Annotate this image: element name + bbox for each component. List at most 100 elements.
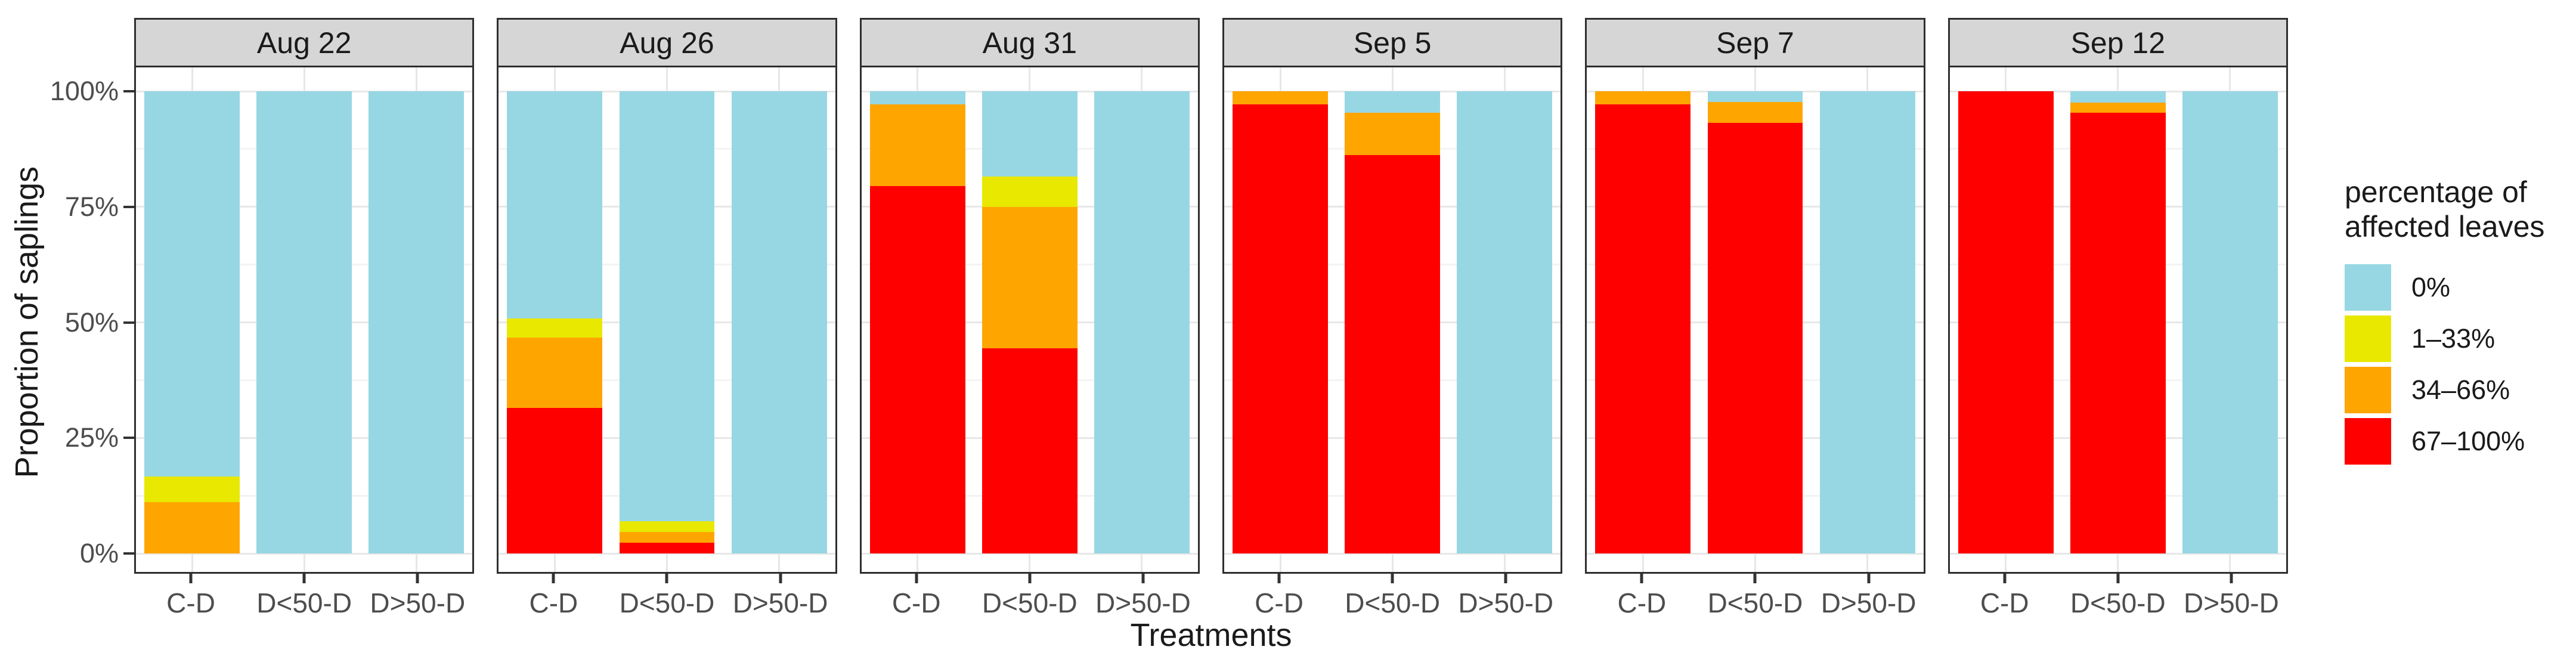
x-tick-mark (2116, 574, 2120, 583)
legend-label-1-33: 1–33% (2411, 323, 2496, 354)
bar-slots (1224, 91, 1561, 553)
gridline-major (1587, 552, 1924, 555)
y-tick-mark (123, 321, 134, 324)
x-slot-c-d: C-D (1222, 574, 1336, 620)
bar-slot-c-d (1587, 91, 1699, 553)
facet-panel (1222, 66, 1563, 574)
bar-segment-1-33 (619, 521, 715, 533)
bar-region (1224, 90, 1561, 555)
bar-segment-67-100 (2070, 113, 2166, 553)
bar-slot-d-50-d (1086, 91, 1198, 553)
legend-item-67-100: 67–100% (2345, 418, 2575, 465)
bar-slot-d-50-d (1699, 91, 1811, 553)
bar-aug-22-c-d (144, 91, 240, 553)
bar-slot-d-50-d (1336, 91, 1448, 553)
x-tick-mark (1504, 574, 1507, 583)
x-tick-label-d-50-d: D>50-D (2184, 587, 2279, 618)
bar-segment-34-66 (1595, 91, 1691, 104)
bar-region (861, 90, 1198, 555)
x-tick-mark (1753, 574, 1757, 583)
bar-segment-67-100 (507, 407, 603, 553)
y-tick-mark (123, 90, 134, 92)
gridline-major (1949, 90, 2286, 92)
bar-slot-d-50-d (1812, 91, 1924, 553)
legend-items: 0% 1–33% 34–66% 67–100% (2345, 264, 2575, 465)
x-tick-mark (552, 574, 555, 583)
bar-segment-34-66 (2070, 102, 2166, 113)
bar-sep-5-d-50-d (1457, 91, 1553, 553)
bar-segment-0 (2182, 91, 2278, 553)
bar-slot-c-d (499, 91, 611, 553)
facet-strip-label: Sep 12 (2070, 26, 2166, 60)
facet-strip-label: Aug 26 (620, 26, 714, 60)
bar-segment-34-66 (1233, 91, 1328, 105)
bar-segment-34-66 (507, 338, 603, 408)
x-tick-label-d-50-d: D>50-D (1458, 587, 1554, 618)
bar-slot-c-d (1224, 91, 1336, 553)
bar-segment-67-100 (869, 185, 965, 553)
bar-region (136, 90, 473, 555)
bar-slot-d-50-d (2174, 91, 2286, 553)
x-tick-label-c-d: C-D (166, 587, 215, 618)
x-tick-label-d-50-d: D<50-D (1345, 587, 1441, 618)
bar-aug-26-d-50-d (731, 91, 827, 553)
bar-sep-12-c-d (1958, 91, 2054, 553)
x-axis: C-D D<50-D D>50-D (1948, 574, 2288, 620)
bar-sep-5-d-50-d (1345, 91, 1441, 553)
y-tick-label-25: 25% (64, 422, 119, 453)
x-slot-d-50-d: D>50-D (361, 574, 474, 620)
x-axis-title: Treatments (1130, 617, 1292, 653)
bar-segment-0 (1345, 91, 1441, 113)
bar-slot-c-d (136, 91, 248, 553)
x-slot-d-50-d: D>50-D (2175, 574, 2288, 620)
bar-segment-34-66 (1345, 112, 1441, 155)
bar-slot-d-50-d (2062, 91, 2174, 553)
facet-strip: Aug 22 (134, 18, 475, 66)
bar-segment-0 (256, 91, 352, 553)
bar-segment-67-100 (1707, 122, 1803, 553)
x-slot-d-50-d: D<50-D (1698, 574, 1812, 620)
x-slot-d-50-d: D<50-D (247, 574, 361, 620)
bar-aug-22-d-50-d (256, 91, 352, 553)
gridline-major (1224, 90, 1561, 92)
legend-key-67-100 (2345, 418, 2391, 465)
bar-sep-7-d-50-d (1819, 91, 1915, 553)
y-tick-label-100: 100% (49, 76, 119, 106)
bar-segment-34-66 (144, 502, 240, 553)
x-tick-label-d-50-d: D>50-D (1095, 587, 1191, 618)
bar-segment-0 (982, 91, 1078, 177)
bar-region (1587, 90, 1924, 555)
bar-segment-0 (1457, 91, 1553, 553)
x-tick-label-d-50-d: D<50-D (1707, 587, 1803, 618)
x-tick-label-d-50-d: D<50-D (619, 587, 715, 618)
x-axis: C-D D<50-D D>50-D (497, 574, 837, 620)
bar-slots (862, 91, 1198, 553)
bar-segment-34-66 (619, 532, 715, 543)
facet-strip-label: Aug 31 (982, 26, 1078, 60)
facet-strip-label: Sep 7 (1716, 26, 1794, 60)
x-slot-c-d: C-D (1585, 574, 1698, 620)
bar-sep-12-d-50-d (2182, 91, 2278, 553)
x-slot-d-50-d: D>50-D (1812, 574, 1925, 620)
legend-item-1-33: 1–33% (2345, 315, 2575, 362)
bar-sep-12-d-50-d (2070, 91, 2166, 553)
bar-aug-31-c-d (869, 91, 965, 553)
x-tick-label-c-d: C-D (1980, 587, 2029, 618)
bar-segment-34-66 (869, 104, 965, 186)
legend-key-1-33 (2345, 315, 2391, 362)
x-slot-d-50-d: D>50-D (1449, 574, 1562, 620)
x-axis: C-D D<50-D D>50-D (1222, 574, 1562, 620)
bar-segment-67-100 (1595, 104, 1691, 553)
x-slot-c-d: C-D (497, 574, 610, 620)
x-tick-label-c-d: C-D (529, 587, 578, 618)
x-tick-mark (1028, 574, 1032, 583)
bar-aug-31-d-50-d (982, 91, 1078, 553)
x-tick-mark (665, 574, 668, 583)
facet-panel (859, 66, 1200, 574)
x-slot-c-d: C-D (860, 574, 973, 620)
bar-slots (1587, 91, 1923, 553)
bar-segment-67-100 (619, 543, 715, 553)
legend-label-34-66: 34–66% (2411, 375, 2510, 405)
bar-segment-67-100 (1958, 91, 2054, 553)
facet-strip: Sep 12 (1948, 18, 2288, 66)
